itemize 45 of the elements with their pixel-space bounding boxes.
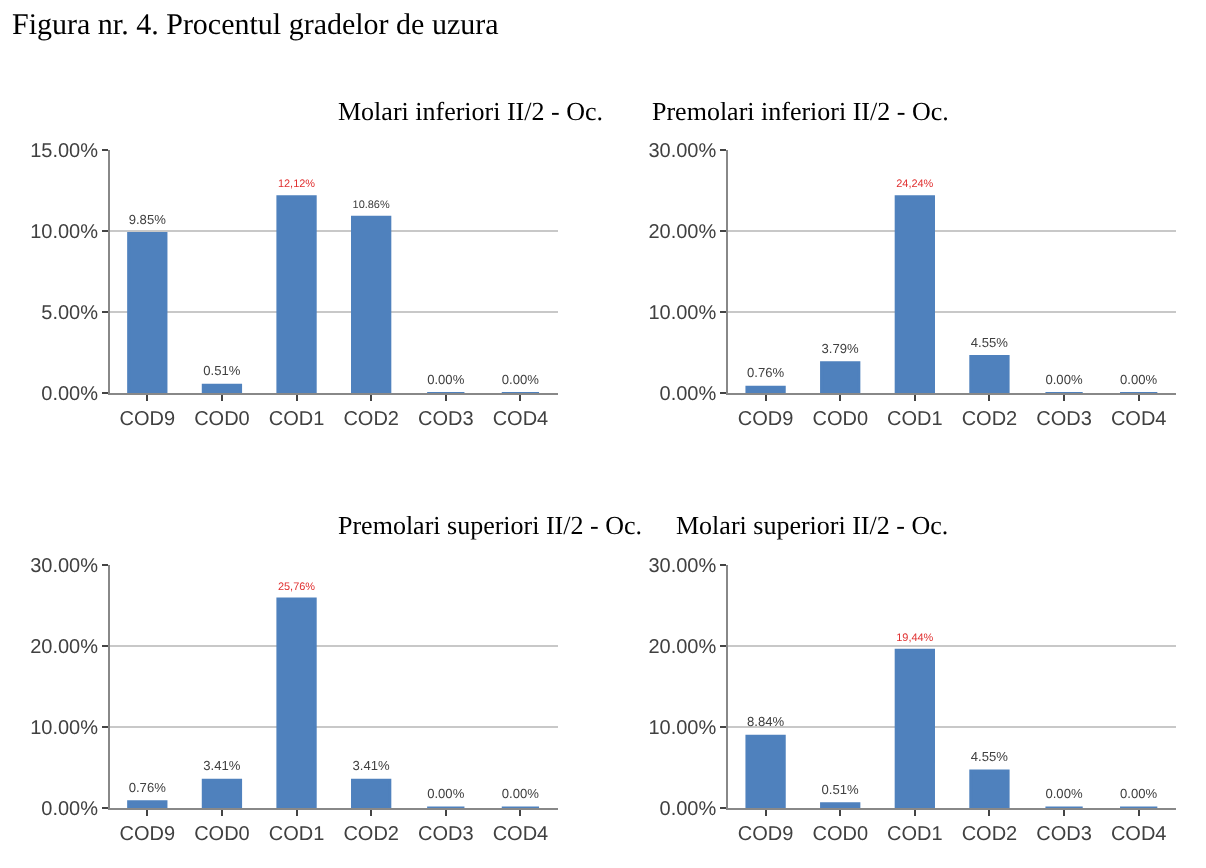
y-tick-label: 0.00% [659, 799, 717, 821]
x-tick-label: COD3 [1036, 824, 1093, 846]
x-tick-label: COD2 [343, 409, 400, 432]
text: Figura nr. 4. Procentul gradelor de uzura [12, 10, 500, 43]
x-tick-label: COD9 [119, 824, 176, 846]
y-tick-label: 0.00% [41, 799, 99, 821]
x-tick-label: COD9 [737, 409, 795, 432]
y-tick-label: 30.00% [648, 141, 717, 163]
x-tick-label: COD0 [812, 824, 869, 846]
x-tick-label: COD4 [492, 409, 550, 432]
x-tick-label: COD9 [119, 409, 176, 432]
y-tick-label: 15.00% [30, 141, 99, 163]
y-tick-label: 5.00% [41, 303, 99, 326]
x-tick-label: COD1 [268, 409, 326, 432]
x-tick-label: COD2 [343, 824, 400, 846]
chart-title: Molari inferiori II/2 - Oc. [338, 96, 603, 126]
x-tick-label: COD4 [1110, 409, 1168, 432]
chart-title: Premolari superiori II/2 - Oc. [338, 510, 642, 540]
x-tick-label: COD3 [418, 409, 475, 432]
x-tick-label: COD4 [492, 824, 550, 846]
x-tick-label: COD4 [1110, 824, 1168, 846]
y-tick-label: 10.00% [648, 303, 717, 326]
y-tick-label: 30.00% [30, 555, 99, 578]
y-tick-label: 0.00% [659, 384, 717, 407]
y-tick-label: 20.00% [648, 222, 717, 245]
x-tick-label: COD0 [194, 824, 251, 846]
y-tick-label: 20.00% [648, 636, 717, 659]
x-tick-label: COD2 [961, 824, 1019, 846]
x-tick-label: COD0 [812, 409, 869, 432]
y-tick-label: 10.00% [30, 717, 99, 740]
y-tick-label: 30.00% [648, 555, 717, 578]
chart-title: Premolari inferiori II/2 - Oc. [652, 96, 949, 126]
x-tick-label: COD3 [418, 824, 475, 846]
x-tick-label: COD1 [887, 824, 944, 846]
x-tick-label: COD1 [887, 409, 944, 432]
x-tick-label: COD3 [1036, 409, 1093, 432]
y-tick-label: 10.00% [30, 222, 99, 245]
y-tick-label: 20.00% [30, 636, 99, 659]
x-tick-label: COD1 [268, 824, 326, 846]
x-tick-label: COD9 [737, 824, 795, 846]
y-tick-label: 0.00% [41, 384, 99, 407]
y-tick-label: 10.00% [648, 717, 717, 740]
x-tick-label: COD0 [194, 409, 251, 432]
chart-title: Molari superiori II/2 - Oc. [676, 510, 949, 540]
x-tick-label: COD2 [961, 409, 1019, 432]
